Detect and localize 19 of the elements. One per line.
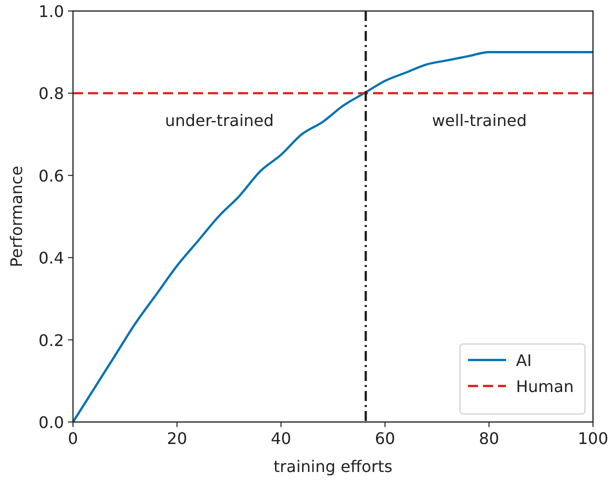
- y-tick-label: 0.2: [38, 330, 64, 350]
- x-tick-label: 80: [478, 429, 500, 448]
- x-tick-label: 0: [68, 429, 78, 448]
- x-tick-label: 100: [578, 429, 608, 448]
- annotation: under-trained: [164, 111, 274, 130]
- y-axis-title: Performance: [7, 166, 26, 268]
- annotation: well-trained: [432, 111, 527, 130]
- x-axis-title: training efforts: [274, 457, 392, 476]
- y-tick-label: 0.4: [38, 248, 64, 268]
- y-tick-label: 0.0: [38, 413, 64, 432]
- y-tick-label: 0.6: [38, 166, 64, 186]
- x-tick-label: 40: [270, 429, 292, 448]
- y-tick-label: 1.0: [38, 2, 64, 21]
- x-tick-label: 60: [374, 429, 396, 448]
- line-series: [72, 51, 594, 424]
- x-tick-label: 20: [166, 429, 188, 448]
- legend-label: AI: [516, 351, 532, 370]
- legend-label: Human: [516, 377, 574, 396]
- y-tick-label: 0.8: [38, 84, 64, 104]
